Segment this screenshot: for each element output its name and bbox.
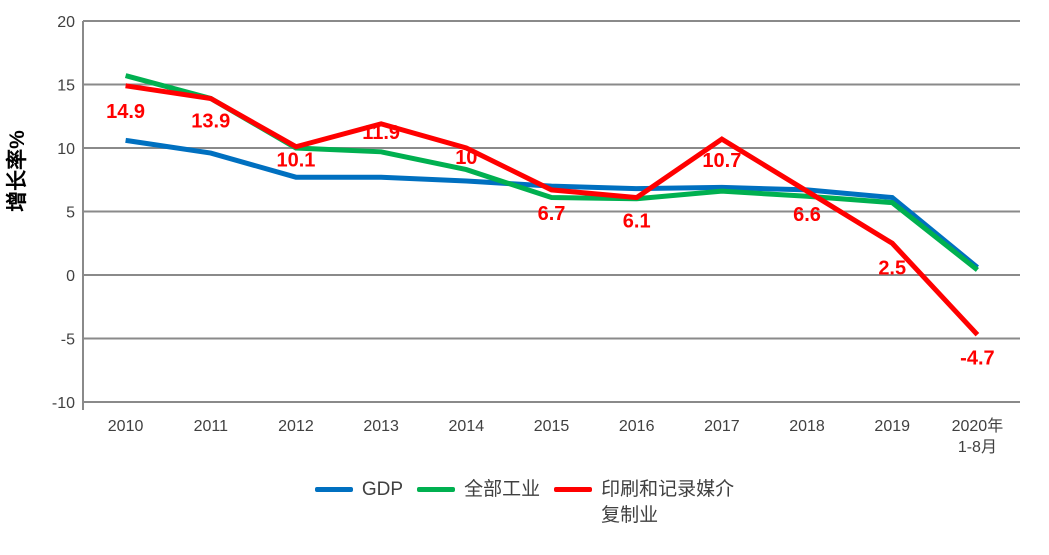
x-tick-label: 2020年 1-8月 [952, 417, 1004, 456]
x-tick-label: 2016 [619, 418, 655, 435]
y-tick-label: 0 [66, 268, 75, 285]
gridlines-group: 20 15 10 5 0 -5 -10 [52, 14, 1020, 412]
x-tick-labels-group: 2010 2011 2012 2013 2014 2015 2016 2017 2018 2019… [108, 417, 1003, 456]
data-label: 6.7 [538, 203, 566, 225]
data-label: 2.5 [878, 257, 906, 279]
legend-swatch-printing-media [554, 487, 593, 492]
x-tick-label: 2011 [194, 418, 229, 435]
y-tick-label: -5 [61, 332, 75, 349]
data-label: -4.7 [960, 348, 994, 370]
data-label: 13.9 [191, 110, 230, 132]
legend-item-gdp: GDP [314, 477, 404, 503]
data-label: 10 [455, 147, 477, 169]
x-tick-label: 2015 [534, 418, 570, 435]
y-tick-label: 20 [57, 14, 75, 31]
legend-item-printing-media: 印刷和记录媒介 复制业 [554, 477, 734, 529]
x-tick-label: 2012 [278, 418, 314, 435]
series-line-all-industry [124, 73, 979, 272]
y-axis-title: 增长率% [5, 130, 29, 212]
data-label: 11.9 [362, 122, 400, 144]
y-tick-label: 5 [66, 205, 75, 222]
y-tick-label: 15 [57, 78, 75, 95]
data-label: 6.1 [623, 211, 651, 233]
series-group [124, 73, 980, 337]
y-tick-label: 10 [57, 141, 75, 158]
data-label: 14.9 [106, 101, 145, 123]
x-tick-label: 2013 [363, 418, 399, 435]
y-tick-label: -10 [52, 395, 75, 412]
x-tick-label: 2014 [449, 418, 485, 435]
legend-swatch-all-industry [417, 487, 456, 492]
legend-label: GDP [361, 479, 404, 500]
data-label: 10.7 [702, 150, 741, 172]
data-labels-group: 14.9 13.9 10.1 11.9 10 6.7 6.1 10.7 6.6 2.5 -4.7 [106, 101, 995, 370]
x-tick-label: 2019 [874, 418, 910, 435]
legend-label: 印刷和记录媒介 复制业 [601, 479, 735, 526]
legend-swatch-gdp [314, 487, 353, 492]
x-tick-label: 2010 [108, 418, 144, 435]
legend: GDP 全部工业 印刷和记录媒介 复制业 [0, 477, 1049, 529]
legend-item-all-industry: 全部工业 [417, 477, 540, 503]
x-tick-label: 2017 [704, 418, 740, 435]
data-label: 10.1 [276, 150, 315, 172]
legend-label: 全部工业 [464, 479, 541, 500]
data-label: 6.6 [793, 204, 821, 226]
x-tick-label: 2018 [789, 418, 825, 435]
series-line-gdp [125, 137, 979, 270]
series-line-printing-media [125, 83, 980, 337]
